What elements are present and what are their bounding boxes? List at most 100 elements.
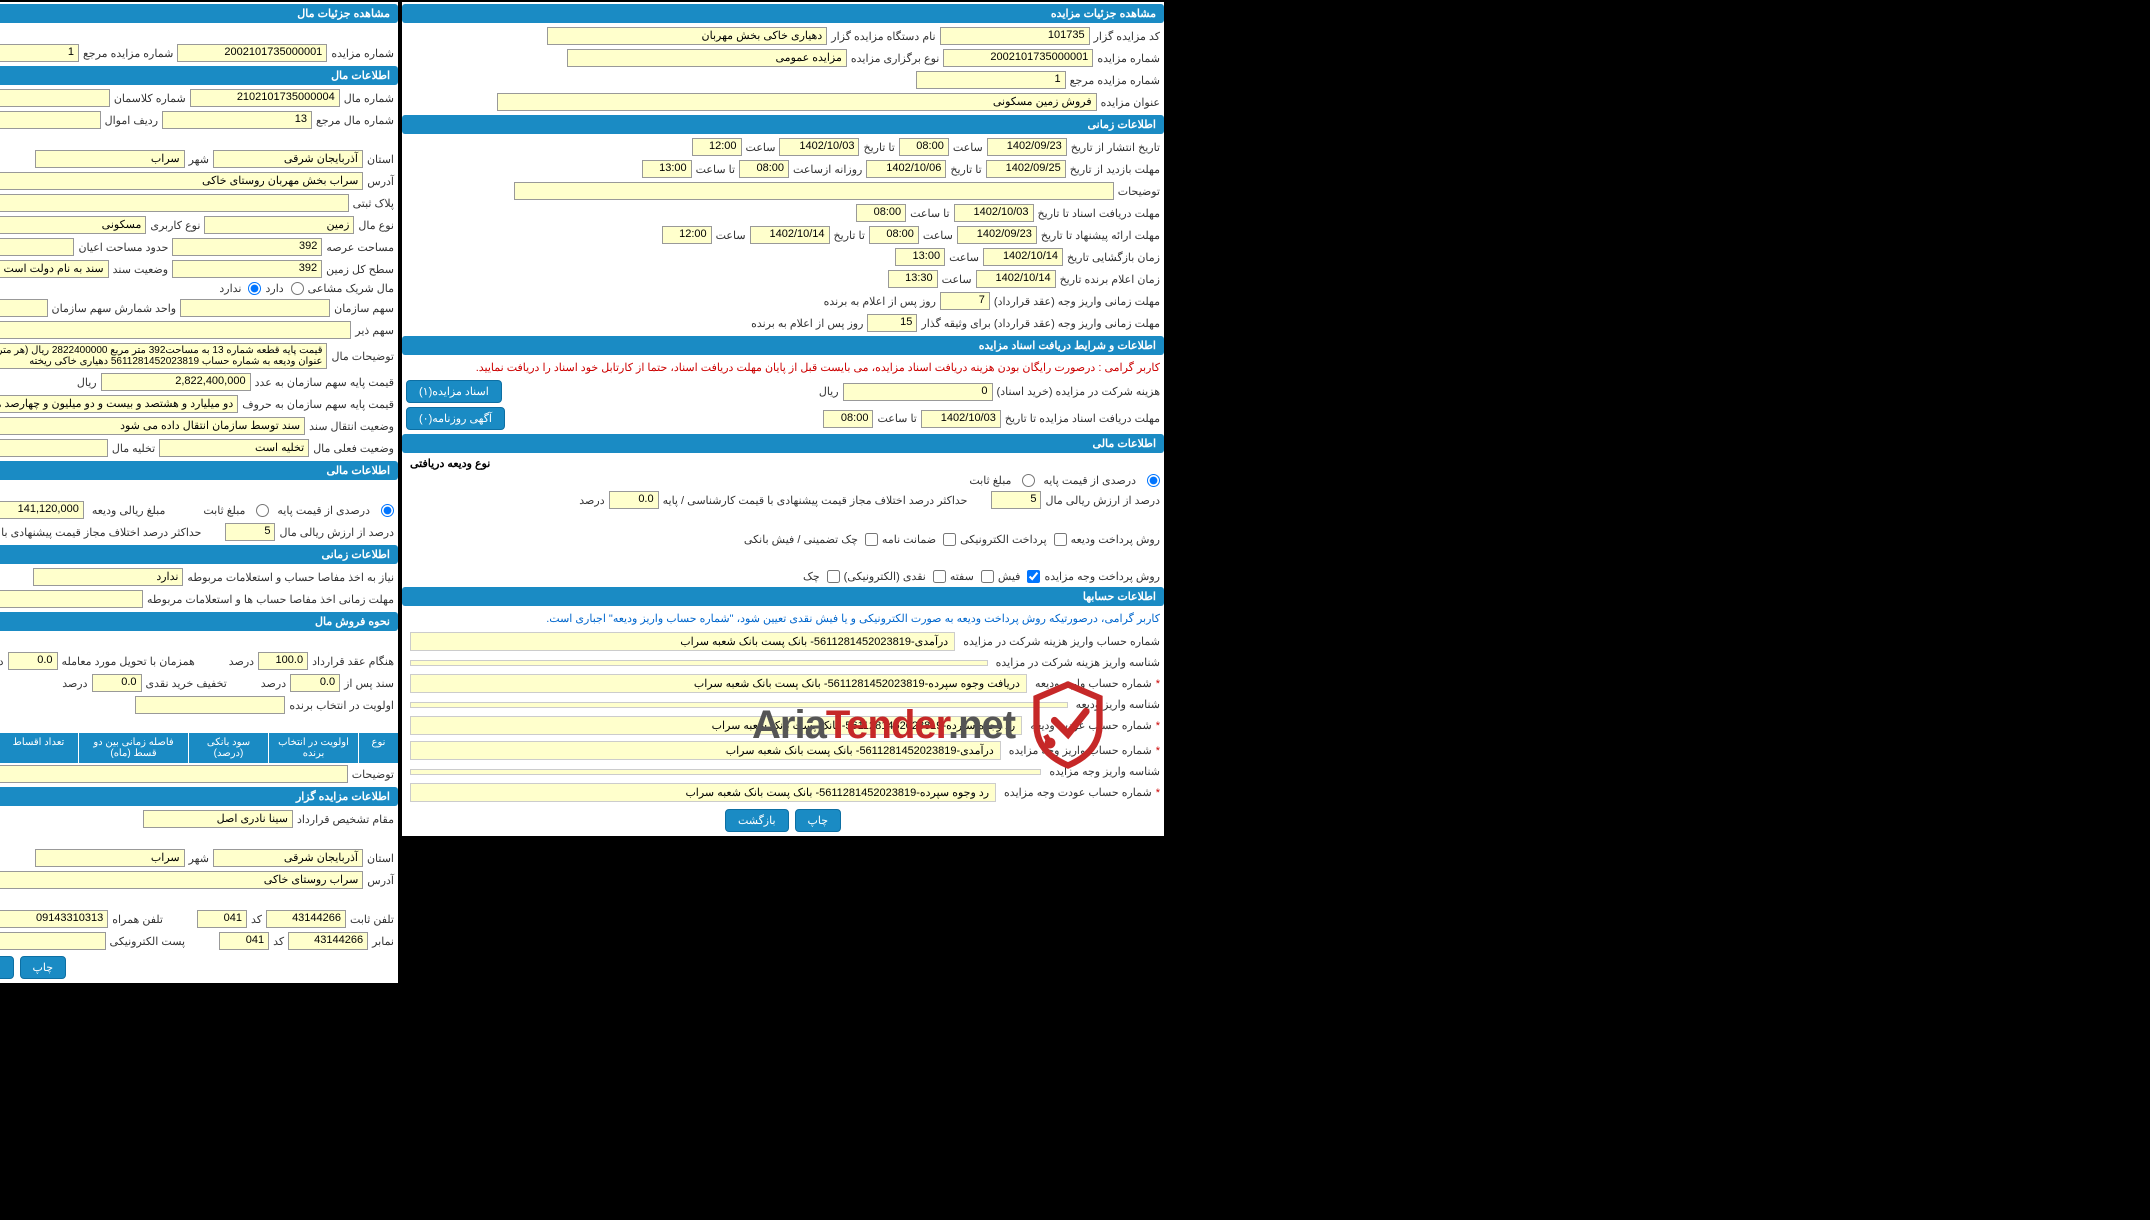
label-fixed: مبلغ ثابت bbox=[969, 474, 1011, 487]
label-pay-method: روش پرداخت وجه مزایده bbox=[1044, 570, 1160, 583]
account-label: شماره حساب عودت وجه مزایده bbox=[1004, 786, 1152, 799]
label-pub-to-time: ساعت bbox=[746, 141, 776, 154]
field-winner-time: 13:30 bbox=[888, 270, 938, 288]
field-notes bbox=[514, 182, 1114, 200]
logo-text: AriaTender.net bbox=[752, 703, 1015, 748]
label-doc-until: مهلت دریافت اسناد مزایده تا تاریخ bbox=[1005, 412, 1160, 425]
radio-hasnt[interactable] bbox=[248, 282, 261, 295]
field-max-diff: 0.0 bbox=[609, 491, 659, 509]
sub-install: اقساطی bbox=[0, 716, 398, 733]
radio-pct2[interactable] bbox=[381, 504, 394, 517]
sub-deposit-type: نوع ودیعه دریافتی bbox=[402, 455, 1164, 472]
f-delivery: 0.0 bbox=[8, 652, 58, 670]
th-priority: اولویت در انتخاب برنده bbox=[268, 733, 358, 763]
field-visit-to: 1402/10/06 bbox=[866, 160, 946, 178]
f-ref: 1 bbox=[0, 44, 79, 62]
label-electronic: پرداخت الکترونیکی bbox=[960, 533, 1047, 546]
label-chek: چک bbox=[803, 570, 820, 583]
th-interest: سود بانکی (درصد) bbox=[188, 733, 268, 763]
field-doc-time: 08:00 bbox=[856, 204, 906, 222]
radio-fixed2[interactable] bbox=[256, 504, 269, 517]
field-offer-to: 1402/10/14 bbox=[750, 226, 830, 244]
field-pay-days: 7 bbox=[940, 292, 990, 310]
f-deposit-amt: 141,120,000 bbox=[0, 501, 84, 519]
section-fin2: اطلاعات مالی bbox=[0, 461, 398, 480]
f-sub bbox=[0, 321, 351, 339]
l-share: سهم سازمان bbox=[334, 302, 394, 315]
label-pub-from: تاریخ انتشار از تاریخ bbox=[1071, 141, 1160, 154]
check-electronic[interactable] bbox=[1054, 533, 1067, 546]
f-auc-num: 2002101735000001 bbox=[177, 44, 327, 62]
label-auction-type: نوع برگزاری مزایده bbox=[851, 52, 939, 65]
l-pct7: درصد bbox=[62, 677, 87, 690]
check-safte[interactable] bbox=[981, 570, 994, 583]
l-pct4: درصد bbox=[229, 655, 254, 668]
f-fax: 43144266 bbox=[288, 932, 368, 950]
f-unit bbox=[0, 299, 48, 317]
l-ref: شماره مزایده مرجع bbox=[83, 47, 173, 60]
installment-table-header: نوع اولویت در انتخاب برنده سود بانکی (در… bbox=[0, 733, 398, 763]
f-clearance: ندارد bbox=[33, 568, 183, 586]
check-fish[interactable] bbox=[1027, 570, 1040, 583]
label-pub-from-time: ساعت bbox=[953, 141, 983, 154]
check-chek[interactable] bbox=[827, 570, 840, 583]
field-offer-from: 1402/09/23 bbox=[957, 226, 1037, 244]
f-mobile: 09143310313 bbox=[0, 910, 108, 928]
account-value bbox=[410, 660, 988, 666]
label-doc-until-t: تا ساعت bbox=[877, 412, 916, 425]
label-winner-date: زمان اعلام برنده تاریخ bbox=[1060, 273, 1160, 286]
label-visit-from: مهلت بازدید از تاریخ bbox=[1070, 163, 1160, 176]
field-offer-from-t: 08:00 bbox=[869, 226, 919, 244]
check-check[interactable] bbox=[865, 533, 878, 546]
f-city: سراب bbox=[35, 150, 185, 168]
check-cash-elec[interactable] bbox=[933, 570, 946, 583]
label-deposit-method: روش پرداخت ودیعه bbox=[1071, 533, 1160, 546]
watermark-logo: AriaTender.net bbox=[752, 680, 1113, 770]
link-view-auction[interactable]: مشاهده جزئیات مزایده bbox=[0, 25, 398, 42]
l-notes2: توضیحات bbox=[352, 768, 394, 781]
l-prov2: استان bbox=[367, 852, 394, 865]
field-visit-from: 1402/09/25 bbox=[986, 160, 1066, 178]
f-addr2: سراب روستای خاکی bbox=[0, 871, 363, 889]
label-pct-value: درصد از ارزش ریالی مال bbox=[1045, 494, 1160, 507]
field-doc-until-t: 08:00 bbox=[823, 410, 873, 428]
radio-fixed[interactable] bbox=[1022, 474, 1035, 487]
section-time2: اطلاعات زمانی bbox=[0, 545, 398, 564]
radio-has[interactable] bbox=[291, 282, 304, 295]
field-auction-type: مزایده عمومی bbox=[567, 49, 847, 67]
label-safte: سفته bbox=[950, 570, 974, 583]
l-max-diff2: حداکثر درصد اختلاف مجاز قیمت پیشنهادی با… bbox=[0, 526, 201, 539]
field-auction-num: 2002101735000001 bbox=[943, 49, 1093, 67]
f-area: 392 bbox=[172, 238, 322, 256]
field-open-date: 1402/10/14 bbox=[983, 248, 1063, 266]
l-prop-num: شماره مال bbox=[344, 92, 394, 105]
f-contract: 100.0 bbox=[258, 652, 308, 670]
sub-address: نشانی مال bbox=[0, 131, 398, 148]
field-pub-from-time: 08:00 bbox=[899, 138, 949, 156]
sub-cash: نقدی bbox=[0, 633, 398, 650]
f-plate bbox=[0, 194, 349, 212]
l-building: حدود مساحت اعیان bbox=[78, 241, 168, 254]
section-financial: اطلاعات مالی bbox=[402, 434, 1164, 453]
l-price-n: قیمت پایه سهم سازمان به عدد bbox=[255, 376, 394, 389]
newspaper-button[interactable]: آگهی روزنامه(۰) bbox=[406, 407, 505, 430]
check-guarantee[interactable] bbox=[943, 533, 956, 546]
print-button[interactable]: چاپ bbox=[795, 809, 842, 832]
l-usage: نوع کاربری bbox=[150, 219, 200, 232]
f-prop-num: 2102101735000004 bbox=[190, 89, 340, 107]
back-button-2[interactable]: بازگشت bbox=[0, 956, 14, 979]
docs-button[interactable]: اسناد مزایده(۱) bbox=[406, 380, 502, 403]
label-open-time: ساعت bbox=[949, 251, 979, 264]
l-addr: آدرس bbox=[367, 175, 394, 188]
label-auction-title: عنوان مزایده bbox=[1101, 96, 1160, 109]
l-clearance: نیاز به اخذ مفاصا حساب و استعلامات مربوط… bbox=[187, 571, 394, 584]
back-button[interactable]: بازگشت bbox=[725, 809, 789, 832]
label-offer-from: مهلت ارائه پیشنهاد تا تاریخ bbox=[1041, 229, 1160, 242]
f-prop-ref: 13 bbox=[162, 111, 312, 129]
radio-percent[interactable] bbox=[1147, 474, 1160, 487]
l-auc-num: شماره مزایده bbox=[331, 47, 394, 60]
print-button-2[interactable]: چاپ bbox=[20, 956, 67, 979]
label-offer-to: تا تاریخ bbox=[834, 229, 865, 242]
l-prop-ref: شماره مال مرجع bbox=[316, 114, 394, 127]
l-mobile: تلفن همراه bbox=[112, 913, 163, 926]
